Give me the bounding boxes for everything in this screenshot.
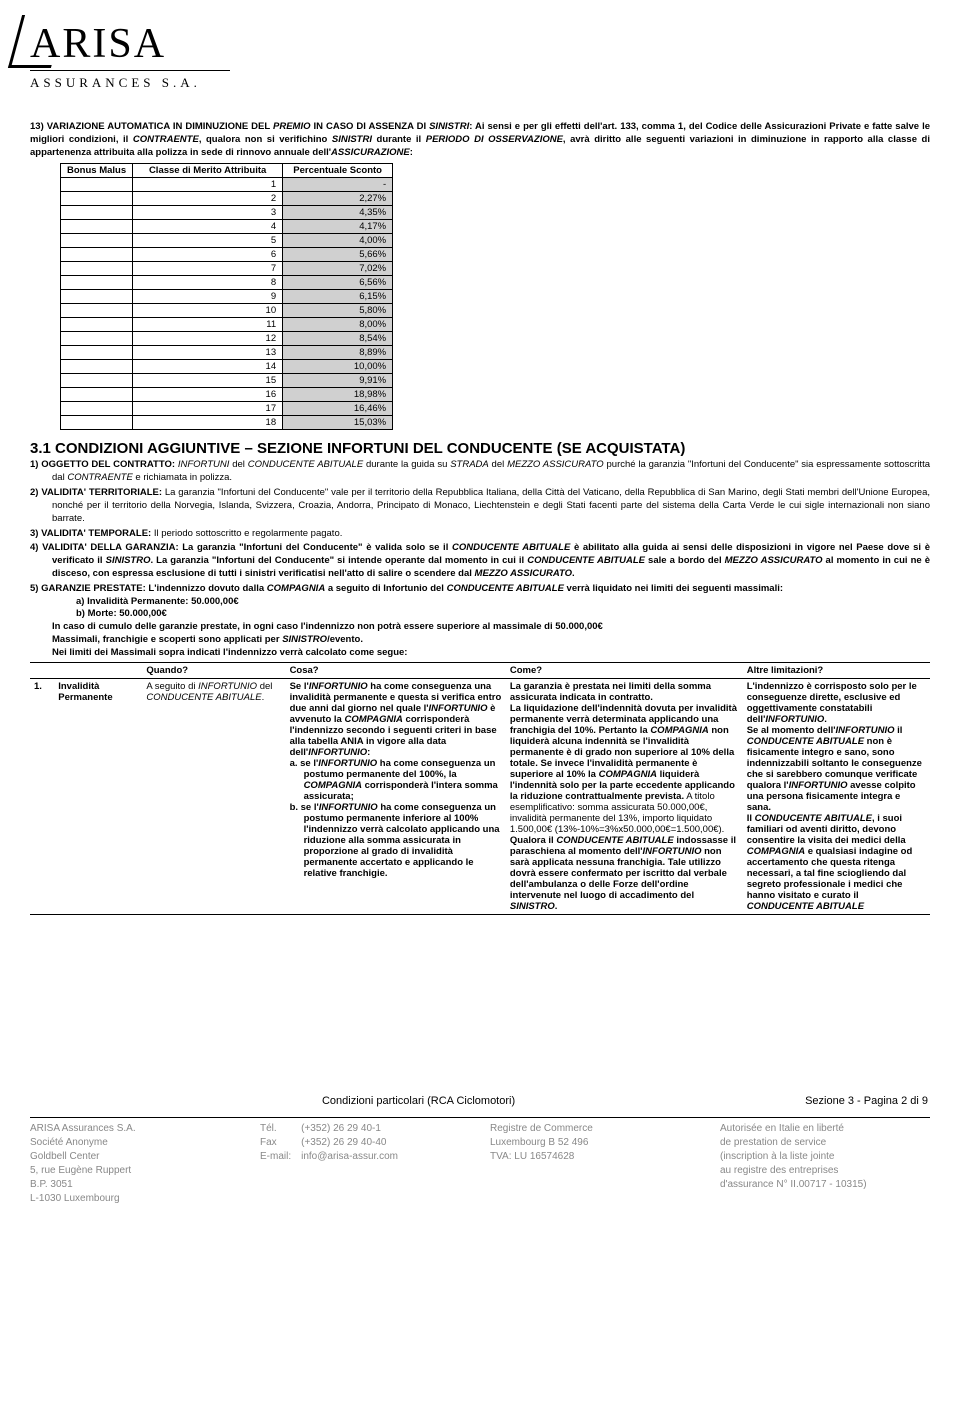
cond-3: 3) VALIDITA' TEMPORALE: Il periodo sotto… [30, 528, 930, 541]
bonus-row: 96,15% [61, 290, 393, 304]
conditions-list: 1) OGGETTO DEL CONTRATTO: INFORTUNI del … [30, 459, 930, 659]
cov-name: Invalidità Permanente [54, 678, 142, 914]
th-bonus: Bonus Malus [61, 164, 133, 178]
coverage-table: Quando? Cosa? Come? Altre limitazioni? 1… [30, 662, 930, 915]
cond-5b: b) Morte: 50.000,00€ [52, 608, 930, 621]
bonus-row: 86,56% [61, 276, 393, 290]
coverage-row-1: 1. Invalidità Permanente A seguito di IN… [30, 678, 930, 914]
footer-col-2: Tél.(+352) 26 29 40-1 Fax(+352) 26 29 40… [260, 1122, 470, 1206]
th-perc: Percentuale Sconto [283, 164, 393, 178]
th-cosa: Cosa? [286, 662, 506, 678]
footer-center: Condizioni particolari (RCA Ciclomotori) [322, 1095, 515, 1107]
bonus-row: 118,00% [61, 318, 393, 332]
cov-quando: A seguito di INFORTUNIO del CONDUCENTE A… [142, 678, 285, 914]
logo-sub: ASSURANCES S.A. [30, 75, 930, 91]
bonus-row: 65,66% [61, 248, 393, 262]
cov-come: La garanzia è prestata nei limiti della … [506, 678, 743, 914]
bonus-row: 54,00% [61, 234, 393, 248]
footer-col-4: Autorisée en Italie en liberté de presta… [720, 1122, 930, 1206]
bonus-row: 77,02% [61, 262, 393, 276]
bonus-row: 128,54% [61, 332, 393, 346]
footer-divider [30, 1117, 930, 1118]
footer-col-1: ARISA Assurances S.A. Société Anonyme Go… [30, 1122, 240, 1206]
bonus-malus-table: Bonus Malus Classe di Merito Attribuita … [60, 163, 393, 430]
bonus-row: 22,27% [61, 192, 393, 206]
cov-num: 1. [30, 678, 54, 914]
cov-altre: L'indennizzo è corrisposto solo per le c… [743, 678, 930, 914]
section-3-1-title: 3.1 CONDIZIONI AGGIUNTIVE – SEZIONE INFO… [30, 440, 930, 457]
cov-cosa: Se l'INFORTUNIO ha come conseguenza una … [286, 678, 506, 914]
bonus-row: 159,91% [61, 374, 393, 388]
bonus-row: 1- [61, 178, 393, 192]
bonus-row: 44,17% [61, 220, 393, 234]
th-classe: Classe di Merito Attribuita [133, 164, 283, 178]
bonus-row: 105,80% [61, 304, 393, 318]
th-quando: Quando? [142, 662, 285, 678]
cond-5-limiti: Nei limiti dei Massimali sopra indicati … [52, 647, 930, 660]
bonus-row: 1410,00% [61, 360, 393, 374]
cond-4: 4) VALIDITA' DELLA GARANZIA: La garanzia… [30, 542, 930, 580]
cond-5-cumulo: In caso di cumulo delle garanzie prestat… [52, 621, 930, 634]
bonus-row: 138,89% [61, 346, 393, 360]
th-come: Come? [506, 662, 743, 678]
clause-13: 13) VARIAZIONE AUTOMATICA IN DIMINUZIONE… [30, 121, 930, 159]
footer-right: Sezione 3 - Pagina 2 di 9 [805, 1095, 928, 1107]
footer: Condizioni particolari (RCA Ciclomotori)… [30, 1095, 930, 1206]
cond-5: 5) GARANZIE PRESTATE: L'indennizzo dovut… [30, 583, 930, 660]
cond-5a: a) Invalidità Permanente: 50.000,00€ [52, 596, 930, 609]
cond-2: 2) VALIDITA' TERRITORIALE: La garanzia "… [30, 487, 930, 525]
cond-5-massimali: Massimali, franchigie e scoperti sono ap… [52, 634, 930, 647]
bonus-row: 1815,03% [61, 416, 393, 430]
bonus-row: 34,35% [61, 206, 393, 220]
cond-1: 1) OGGETTO DEL CONTRATTO: INFORTUNI del … [30, 459, 930, 485]
footer-col-3: Registre de Commerce Luxembourg B 52 496… [490, 1122, 700, 1206]
th-altre: Altre limitazioni? [743, 662, 930, 678]
logo: ARISA ASSURANCES S.A. [30, 20, 930, 91]
clause-num: 13) [30, 121, 44, 132]
logo-line [30, 70, 230, 71]
logo-main: ARISA [30, 20, 166, 68]
bonus-row: 1716,46% [61, 402, 393, 416]
bonus-row: 1618,98% [61, 388, 393, 402]
